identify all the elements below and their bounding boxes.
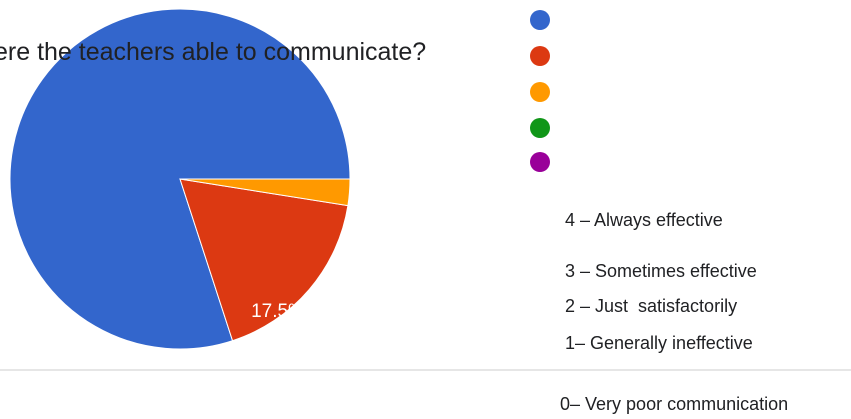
- divider-line: [0, 369, 851, 371]
- pie-slice-orange: [179, 178, 351, 207]
- slice-label-red: 17.5%: [251, 301, 305, 322]
- legend-label-0: 0– Very poor communication: [560, 394, 789, 414]
- legend-dot-green: [530, 118, 550, 138]
- legend-dot-blue: [530, 10, 550, 30]
- legend-dot-purple: [530, 152, 550, 172]
- legend-label-1: 1– Generally ineffective: [565, 333, 753, 353]
- legend-dot-red: [530, 46, 550, 66]
- pie-slice-red: [179, 178, 349, 342]
- chart-title: ere the teachers able to communicate?: [0, 38, 427, 66]
- pie-slices: [9, 8, 351, 350]
- legend-label-4: 4 – Always effective: [565, 210, 723, 230]
- legend-dot-orange: [530, 82, 550, 102]
- legend-label-2: 2 – Just satisfactorily: [565, 296, 738, 316]
- legend-label-3: 3 – Sometimes effective: [565, 261, 757, 281]
- pie-slice-blue: [9, 8, 351, 350]
